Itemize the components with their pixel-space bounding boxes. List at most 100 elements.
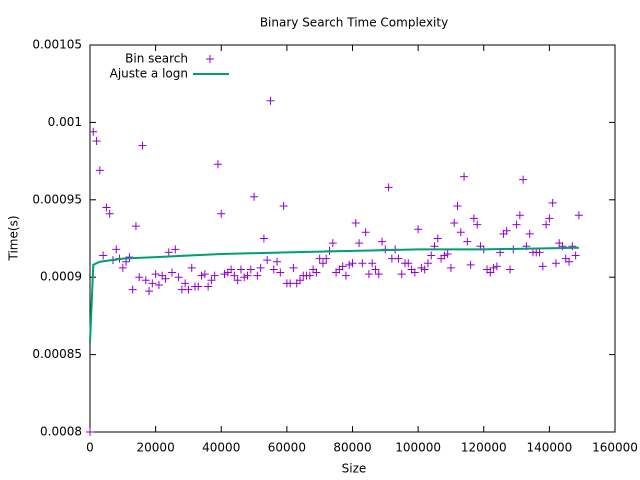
point xyxy=(460,172,469,181)
point xyxy=(276,268,285,277)
point xyxy=(535,248,544,257)
point xyxy=(89,127,98,136)
point xyxy=(374,270,383,279)
point xyxy=(410,268,419,277)
point xyxy=(404,259,413,268)
point xyxy=(151,270,160,279)
point xyxy=(102,203,111,212)
x-tick-label: 0 xyxy=(86,441,94,455)
legend-swatch xyxy=(206,55,214,63)
point xyxy=(443,249,452,258)
point xyxy=(263,256,272,265)
point xyxy=(538,262,547,271)
point xyxy=(213,160,222,169)
point xyxy=(446,263,455,272)
point xyxy=(112,245,121,254)
point xyxy=(420,265,429,274)
legend-label: Bin search xyxy=(125,52,188,66)
point xyxy=(450,219,459,228)
point xyxy=(154,280,163,289)
x-tick-label: 20000 xyxy=(137,441,175,455)
point xyxy=(440,251,449,260)
point xyxy=(473,220,482,229)
x-tick-label: 160000 xyxy=(592,441,638,455)
point xyxy=(397,270,406,279)
point xyxy=(502,226,511,235)
point xyxy=(243,271,252,280)
plot-border xyxy=(89,44,616,433)
point xyxy=(279,201,288,210)
point xyxy=(545,214,554,223)
point xyxy=(423,259,432,268)
point xyxy=(341,271,350,280)
point xyxy=(194,282,203,291)
point xyxy=(368,259,377,268)
point xyxy=(227,265,236,274)
point xyxy=(92,136,101,145)
y-tick-label: 0.001 xyxy=(48,115,82,129)
point xyxy=(145,287,154,296)
point xyxy=(456,228,465,237)
point xyxy=(250,192,259,201)
point xyxy=(414,225,423,234)
point xyxy=(328,239,337,248)
point xyxy=(305,271,314,280)
point xyxy=(574,211,583,220)
point xyxy=(492,262,501,271)
point xyxy=(355,239,364,248)
point xyxy=(519,175,528,184)
point xyxy=(364,270,373,279)
point xyxy=(131,222,140,231)
point xyxy=(351,219,360,228)
point xyxy=(256,263,265,272)
point xyxy=(135,273,144,282)
x-tick-label: 100000 xyxy=(395,441,441,455)
y-tick-label: 0.00085 xyxy=(32,347,82,361)
point xyxy=(217,209,226,218)
point xyxy=(95,166,104,175)
point xyxy=(427,251,436,260)
point xyxy=(164,248,173,257)
point xyxy=(99,251,108,260)
point xyxy=(171,245,180,254)
point xyxy=(259,234,268,243)
point xyxy=(233,276,242,285)
point xyxy=(161,274,170,283)
point xyxy=(289,263,298,272)
point xyxy=(125,253,134,262)
point xyxy=(489,263,498,272)
point xyxy=(204,282,213,291)
point xyxy=(565,257,574,266)
y-tick-label: 0.0009 xyxy=(40,270,82,284)
point xyxy=(220,270,229,279)
point xyxy=(571,251,580,260)
point xyxy=(168,268,177,277)
point xyxy=(345,260,354,269)
x-tick-label: 40000 xyxy=(202,441,240,455)
point xyxy=(361,228,370,237)
y-tick-label: 0.00095 xyxy=(32,192,82,206)
point xyxy=(506,265,514,274)
point xyxy=(141,276,150,285)
point xyxy=(463,237,472,246)
x-tick-label: 140000 xyxy=(526,441,572,455)
point xyxy=(312,268,321,277)
point xyxy=(486,268,495,277)
point xyxy=(240,273,249,282)
point xyxy=(253,271,262,280)
point xyxy=(551,259,560,268)
point xyxy=(371,265,380,274)
point xyxy=(512,220,521,229)
point xyxy=(296,276,304,285)
y-tick-label: 0.0008 xyxy=(40,425,82,439)
point xyxy=(394,254,403,263)
point xyxy=(230,271,239,280)
point xyxy=(138,141,147,150)
point xyxy=(210,271,219,280)
point xyxy=(568,242,577,251)
point xyxy=(542,220,551,229)
point xyxy=(433,234,442,243)
point xyxy=(466,260,475,269)
